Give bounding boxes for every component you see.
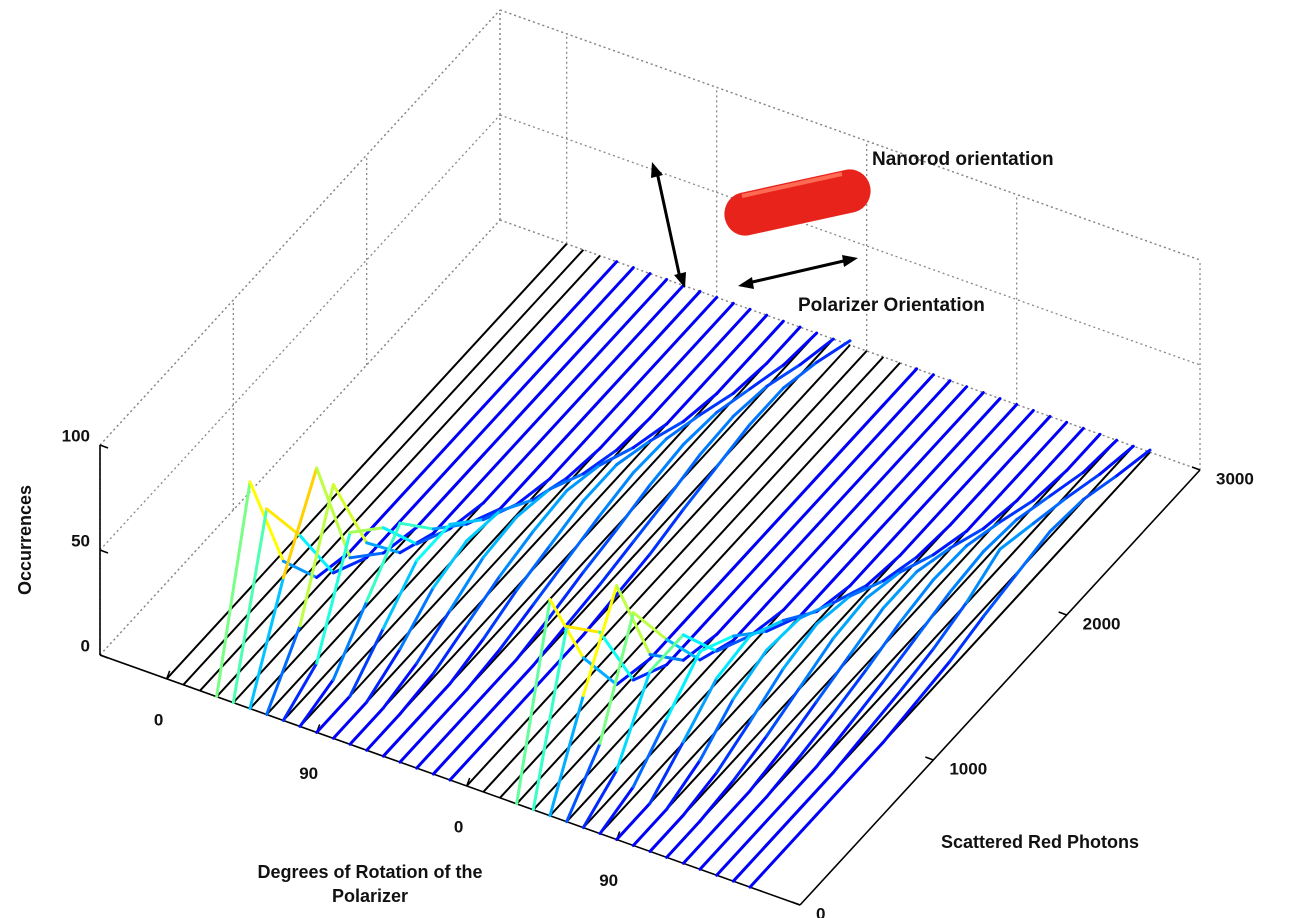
curve-segment <box>433 541 466 588</box>
annotation: Polarizer Orientation <box>798 295 985 316</box>
grid-line <box>100 10 500 445</box>
curve-segment <box>250 482 283 561</box>
curve-segment <box>250 578 283 709</box>
chart: 0501000100020003000090090 Nanorod orient… <box>0 0 1293 918</box>
grid-line <box>500 115 1200 365</box>
curve-segment <box>617 485 650 530</box>
arrow <box>657 172 680 278</box>
curve-segment <box>533 627 566 810</box>
tick-mark <box>925 757 933 760</box>
curve-segment <box>367 523 400 601</box>
tick-mark <box>100 550 108 553</box>
x-tick-label: 0 <box>454 817 463 836</box>
grid-line <box>500 10 1200 260</box>
curve-segment <box>517 546 550 591</box>
nanorod <box>724 169 870 235</box>
curve-segment <box>683 678 716 742</box>
plot-area <box>167 244 1150 887</box>
curve-segment <box>617 554 650 594</box>
curve-segment <box>583 530 616 573</box>
y-axis-label: Scattered Red Photons <box>941 832 1139 852</box>
slice-baseline <box>200 256 600 691</box>
tick-mark <box>1059 612 1067 615</box>
curve-segment <box>633 719 666 787</box>
x-tick-label: 90 <box>599 871 618 890</box>
grid-line <box>100 115 500 550</box>
curve-segment <box>633 499 666 542</box>
curve-segment <box>567 627 600 633</box>
curve-segment <box>817 655 850 702</box>
z-axis-label: Occurrences <box>15 485 35 595</box>
x-tick-label: 0 <box>154 710 163 729</box>
y-tick-label: 2000 <box>1083 614 1121 633</box>
curve-segment <box>1050 499 1083 531</box>
curve-segment <box>917 661 950 701</box>
z-tick-label: 50 <box>71 531 90 550</box>
curve-segment <box>283 468 316 578</box>
curve-segment <box>1117 450 1150 476</box>
curve-segment <box>233 509 266 703</box>
y-tick-label: 3000 <box>1216 469 1254 488</box>
x-tick-label: 90 <box>299 764 318 783</box>
x-axis-label: Degrees of Rotation of the Polarizer <box>230 860 510 908</box>
y-tick-label: 0 <box>816 904 825 918</box>
curve-segment <box>650 654 683 660</box>
annotation: Nanorod orientation <box>872 149 1054 170</box>
grid-line <box>100 220 500 655</box>
curve-segment <box>617 586 650 655</box>
curve-segment <box>617 671 650 770</box>
curve-segment <box>600 613 633 744</box>
curve-segment <box>400 588 433 649</box>
z-tick-label: 100 <box>62 426 90 445</box>
y-tick-label: 1000 <box>949 759 987 778</box>
tick-mark <box>100 445 108 448</box>
curve-segment <box>867 622 900 669</box>
curve-segment <box>317 532 350 663</box>
page: {"chart_data": { "type": "waterfall", "x… <box>0 0 1293 918</box>
curve-segment <box>750 388 783 424</box>
tick-mark <box>1192 467 1200 470</box>
curve-segment <box>967 549 1000 602</box>
curve-segment <box>1083 476 1116 500</box>
curve-segment <box>450 557 483 610</box>
curve-segment <box>733 650 766 699</box>
curve-segment <box>567 515 600 560</box>
z-tick-label: 0 <box>81 636 90 655</box>
arrow <box>748 260 848 283</box>
curve-segment <box>467 576 500 625</box>
curve-segment <box>917 592 950 637</box>
